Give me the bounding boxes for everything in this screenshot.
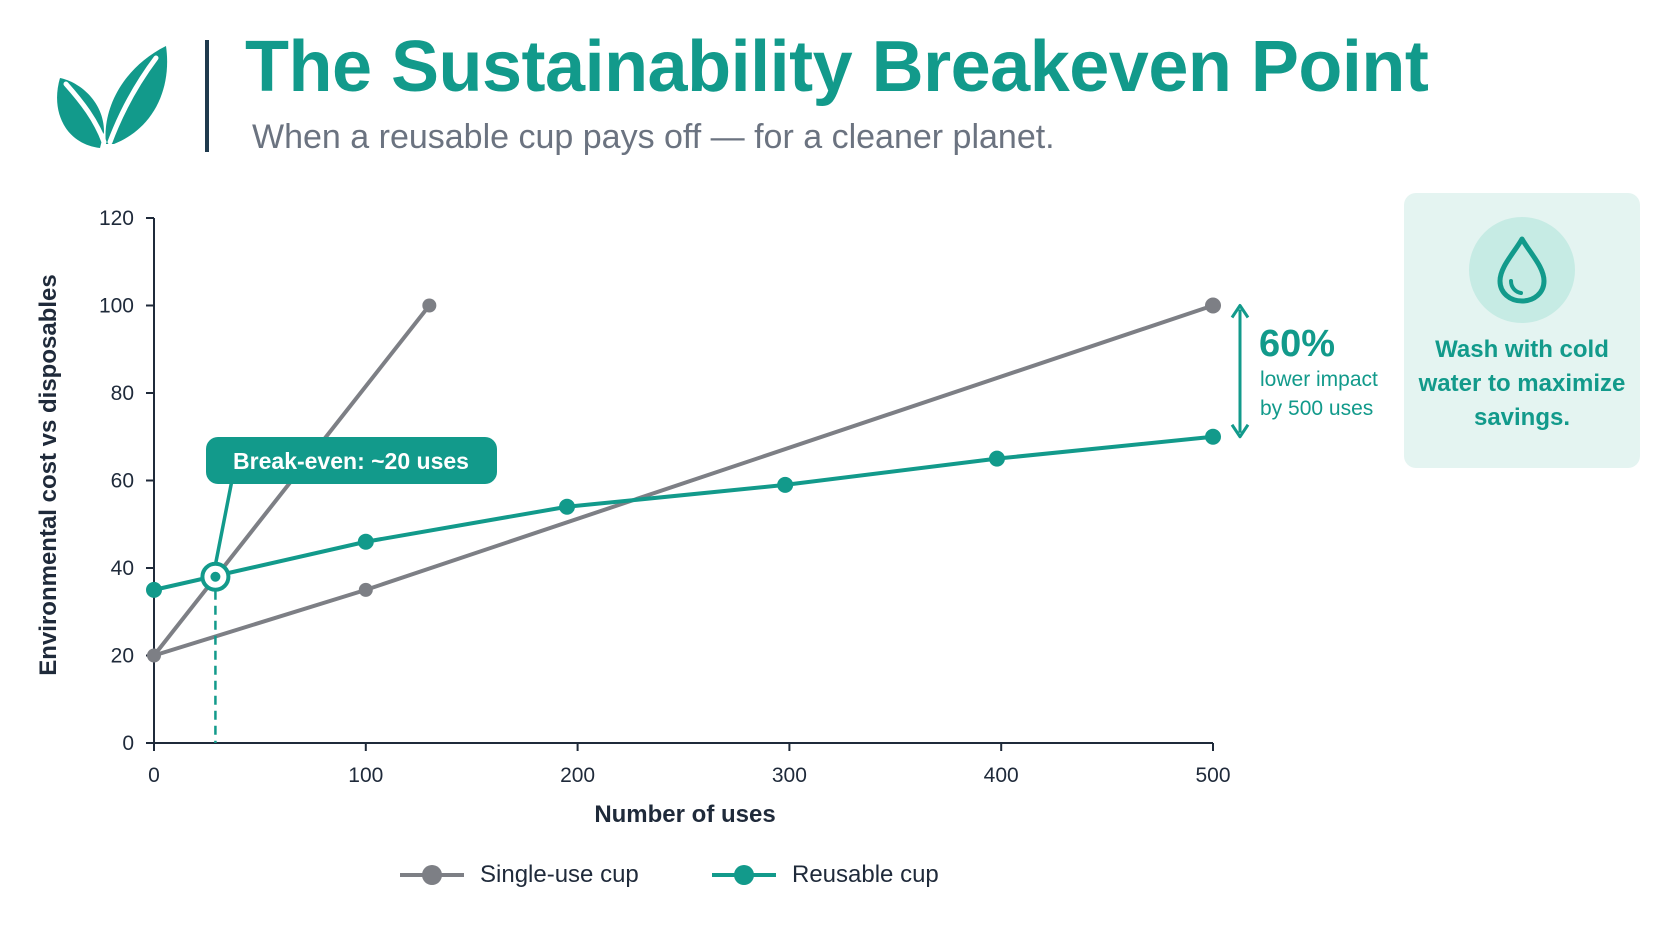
breakeven-marker-dot [210,571,221,582]
y-tick-label: 120 [99,207,134,230]
breakeven-callout-box [206,437,497,484]
reusable-point [1205,428,1221,445]
tip-card: Wash with cold water to maximize savings… [1404,193,1640,468]
chart-legend: Single-use cup Reusable cup [398,855,1098,895]
chart-axes: 0 20 40 60 80 100 120 0 100 200 300 400 500 [99,207,1231,787]
page-title: The Sustainability Breakeven Point [245,27,1429,107]
single-use-point [1205,297,1221,314]
x-tick-label: 500 [1195,764,1230,787]
impact-arrow-head-down [1230,423,1250,439]
legend-item-single-use: Single-use cup [398,855,639,895]
legend-label-single-use: Single-use cup [480,861,639,888]
legend-marker-single-use [400,865,464,885]
y-tick-label: 20 [111,645,134,668]
y-tick-label: 40 [111,557,134,580]
tip-text: Wash with cold water to maximize savings… [1418,336,1626,431]
x-tick-label: 300 [772,764,807,787]
legend-item-reusable: Reusable cup [710,855,939,895]
y-axis-label: Environmental cost vs disposables [35,274,62,675]
y-tick-label: 80 [111,382,134,405]
header-divider [205,40,209,152]
single-use-point [422,298,437,313]
y-tick-label: 60 [111,470,134,493]
reusable-point [777,476,794,493]
x-tick-label: 400 [984,764,1019,787]
y-tick-label: 0 [122,732,134,755]
x-tick-label: 100 [348,764,383,787]
leaf-logo-icon [57,46,168,148]
reusable-point [988,450,1005,467]
impact-percent: 60% [1259,323,1335,365]
chart-series [146,297,1221,663]
reusable-point [559,498,576,515]
x-axis-label: Number of uses [594,801,775,828]
page-subtitle: When a reusable cup pays off — for a cle… [252,118,1055,156]
impact-label-line2: by 500 uses [1260,397,1373,420]
reusable-point [146,581,162,598]
y-tick-label: 100 [99,295,134,318]
breakeven-callout-label: Break-even: ~20 uses [233,448,469,474]
chart-annotations: Break-even: ~20 uses 60% lower impact by 50… [200,304,1378,743]
reusable-point [357,533,374,550]
impact-arrow-head-up [1230,304,1250,319]
header: The Sustainability Breakeven Point When … [0,0,1672,170]
single-use-point [358,582,373,597]
legend-label-reusable: Reusable cup [792,861,939,888]
water-drop-icon [1497,236,1547,304]
x-tick-label: 0 [148,764,160,787]
legend-marker-reusable [712,865,776,885]
tip-icon-circle [1469,217,1575,323]
reusable-line [153,434,1214,592]
impact-label-line1: lower impact [1260,368,1378,391]
x-tick-label: 200 [560,764,595,787]
single-use-point [147,648,161,663]
